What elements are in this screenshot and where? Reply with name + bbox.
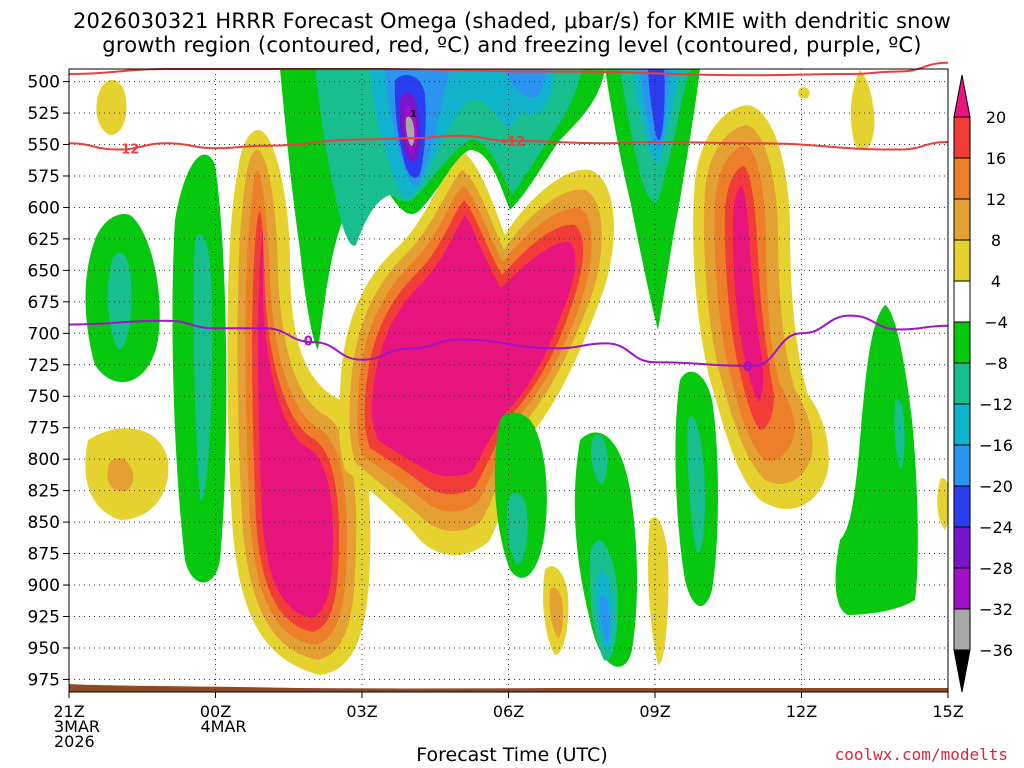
omega-shading [69,69,948,692]
y-tick-label: 825 [28,482,60,502]
terrain [69,684,948,692]
colorbar-tick-label: −24 [979,518,1013,537]
colorbar-swatch [953,157,971,200]
colorbar-tick-label: −8 [984,354,1008,373]
y-tick-label: 550 [28,136,60,156]
colorbar-tick-label: −20 [979,477,1013,496]
colorbar-swatch [953,567,971,610]
x-tick-label: 4MAR [201,717,247,736]
colorbar-tick-label: −36 [979,641,1013,660]
colorbar: 20 16 12 8 4 −4 −8 −12 −16 −20 −24 −28 −32 −36 [953,74,1013,693]
contour-label: 0 [304,335,313,350]
contour-dgz_minus12 [68,134,949,151]
y-tick-label: 850 [28,513,60,533]
y-tick-label: 650 [28,261,60,281]
colorbar-bottom-arrow [953,649,971,693]
colorbar-tick-label: −12 [979,395,1013,414]
y-tick-label: 750 [28,387,60,407]
colorbar-tick-label: −28 [979,559,1013,578]
colorbar-swatch [953,321,971,364]
x-tick-label: 3MAR [54,717,100,736]
colorbar-tick-label: 16 [986,149,1006,168]
colorbar-swatch [953,116,971,159]
x-tick-label: 09Z [639,702,670,721]
colorbar-tick-label: −16 [979,436,1013,455]
contour-label: 0 [743,360,752,375]
y-tick-label: 725 [28,356,60,376]
y-tick-label: 575 [28,167,60,187]
contour-lines: -12 -12 0 0 1 [68,61,949,375]
colorbar-swatch [953,280,971,323]
y-tick-label: 775 [28,419,60,439]
colorbar-tick-label: 8 [991,231,1001,250]
contour-freezing_level_0 [68,314,949,368]
x-tick-label: 15Z [932,702,963,721]
y-axis: 500 525 550 575 600 625 650 675 700 725 750 775 800 8… [28,73,69,690]
y-tick-label: 950 [28,639,60,659]
y-tick-label: 625 [28,230,60,250]
y-tick-label: 975 [28,670,60,690]
colorbar-swatch [953,444,971,487]
colorbar-tick-label: 4 [991,272,1001,291]
y-tick-label: 675 [28,293,60,313]
x-tick-label: 00Z [200,702,231,721]
colorbar-tick-label: 12 [986,190,1006,209]
colorbar-swatch [953,526,971,569]
credit-link[interactable]: coolwx.com/modelts [834,745,1008,764]
colorbar-swatch [953,485,971,528]
colorbar-swatch [953,198,971,241]
x-tick-label: 21Z [53,702,84,721]
x-tick-label: 12Z [786,702,817,721]
extremum-annotation: 1 [410,109,417,120]
y-tick-label: 700 [28,324,60,344]
colorbar-top-arrow [953,74,971,118]
contour-label: -12 [116,142,140,157]
y-tick-label: 800 [28,450,60,470]
colorbar-tick-label: −32 [979,600,1013,619]
colorbar-swatch [953,608,971,651]
y-tick-label: 875 [28,545,60,565]
y-tick-label: 525 [28,104,60,124]
y-tick-label: 925 [28,607,60,627]
x-tick-label: 2026 [54,732,95,751]
chart-title-line-1: 2026030321 HRRR Forecast Omega (shaded, … [72,9,952,33]
colorbar-swatch [953,239,971,282]
contour-label: -12 [502,135,526,150]
x-tick-label: 03Z [346,702,377,721]
y-tick-label: 600 [28,198,60,218]
y-tick-label: 500 [28,73,60,93]
colorbar-tick-label: −4 [984,313,1008,332]
y-tick-label: 900 [28,576,60,596]
chart-title-line-2: growth region (contoured, red, ºC) and f… [102,33,922,57]
colorbar-swatch [953,403,971,446]
colorbar-swatch [953,362,971,405]
x-tick-label: 06Z [493,702,524,721]
colorbar-tick-label: 20 [986,108,1006,127]
x-axis-label: Forecast Time (UTC) [416,744,608,766]
